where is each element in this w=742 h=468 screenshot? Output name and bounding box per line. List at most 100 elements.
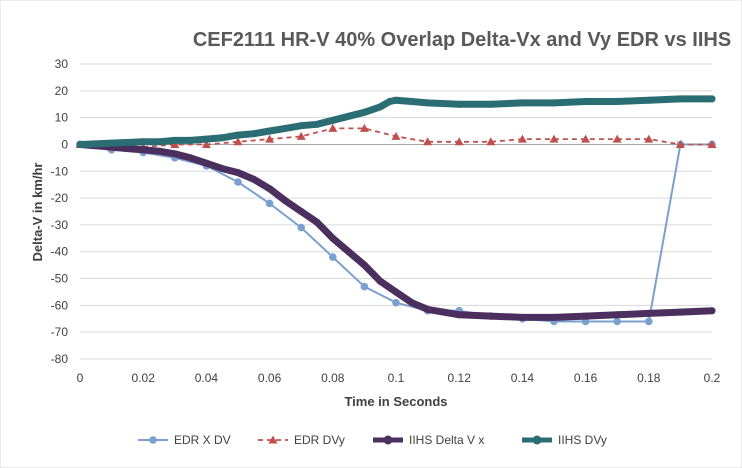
data-point (345, 248, 353, 256)
data-point (265, 134, 275, 143)
data-point (360, 261, 368, 269)
data-point (645, 317, 653, 326)
data-point (392, 298, 400, 307)
data-point (329, 253, 337, 261)
data-point (645, 309, 653, 317)
series-group (75, 95, 717, 326)
data-point (297, 208, 305, 215)
data-point (644, 134, 654, 143)
data-point (613, 98, 621, 106)
y-tick-label: 20 (55, 84, 69, 98)
data-point (234, 178, 242, 186)
data-point (297, 223, 306, 232)
data-point (313, 218, 321, 226)
data-point (202, 135, 210, 143)
y-tick-label: 10 (55, 111, 69, 125)
data-point (329, 116, 337, 124)
x-tick-label: 0 (77, 371, 84, 385)
data-point (218, 134, 226, 142)
data-point (676, 95, 684, 103)
data-point (408, 98, 416, 106)
data-point (376, 103, 384, 111)
data-point (108, 139, 116, 147)
data-point (297, 122, 305, 130)
data-point (171, 150, 179, 158)
data-point (581, 134, 591, 143)
data-point (250, 130, 258, 138)
x-tick-label: 0.02 (132, 371, 156, 385)
data-point (391, 131, 401, 140)
legend-marker (383, 435, 393, 445)
x-tick-label: 0.1 (388, 371, 405, 385)
data-point (486, 137, 496, 146)
x-tick-label: 0.14 (511, 371, 535, 385)
y-tick-label: -60 (51, 298, 69, 312)
chart-title: CEF2111 HR-V 40% Overlap Delta-Vx and Vy… (193, 29, 731, 51)
data-point (155, 147, 163, 155)
y-tick-label: -70 (51, 325, 69, 339)
data-point (170, 139, 180, 148)
legend-label: IIHS DVy (558, 433, 607, 447)
data-point (455, 100, 463, 108)
data-point (265, 199, 274, 208)
data-point (328, 123, 338, 132)
data-point (518, 313, 526, 321)
data-point (281, 197, 289, 205)
data-point (360, 282, 369, 291)
legend-item: EDR DVy (258, 433, 345, 447)
legend-marker (268, 435, 278, 444)
data-point (234, 169, 242, 177)
data-point (708, 95, 716, 103)
x-axis-title: Time in Seconds (344, 394, 447, 409)
data-point (613, 311, 621, 319)
data-point (218, 165, 226, 173)
legend-item: EDR X DV (138, 433, 231, 447)
data-point (550, 99, 558, 107)
data-point (408, 299, 416, 307)
legend-label: EDR DVy (294, 433, 345, 447)
legend-label: EDR X DV (174, 433, 231, 447)
y-tick-label: 0 (61, 137, 68, 151)
data-point (155, 138, 163, 146)
x-tick-label: 0.16 (574, 371, 598, 385)
y-tick-label: -40 (51, 245, 69, 259)
data-point (424, 305, 432, 313)
y-tick-label: -80 (51, 352, 69, 366)
data-point (582, 98, 590, 106)
series-iihs-dvy (76, 95, 716, 148)
data-point (329, 234, 337, 242)
legend-label: IIHS Delta V x (409, 433, 484, 447)
data-point (707, 139, 717, 148)
legend-item: IIHS DVy (522, 433, 607, 447)
y-axis-title: Delta-V in km/hr (30, 163, 45, 262)
data-point (645, 96, 653, 104)
legend-marker (149, 436, 157, 444)
legend: EDR X DV EDR DVy IIHS Delta V x IIHS DVy (138, 433, 607, 447)
data-point (266, 127, 274, 135)
data-point (549, 134, 559, 143)
data-point (187, 154, 195, 162)
data-point (550, 313, 558, 321)
legend-marker (532, 435, 542, 445)
data-point (187, 136, 195, 144)
data-point (281, 124, 289, 132)
x-tick-label: 0.12 (448, 371, 472, 385)
data-point (518, 99, 526, 107)
data-point (296, 131, 306, 140)
data-point (439, 308, 447, 316)
x-tick-label: 0.08 (321, 371, 345, 385)
data-point (266, 185, 274, 193)
data-point (455, 311, 463, 319)
data-point (250, 175, 258, 183)
data-point (392, 288, 400, 296)
legend-item: IIHS Delta V x (373, 433, 484, 447)
data-point (123, 144, 131, 152)
data-point (376, 277, 384, 285)
data-point (423, 137, 433, 146)
y-tick-label: 30 (55, 57, 69, 71)
data-point (676, 308, 684, 316)
data-point (201, 139, 211, 148)
data-point (517, 134, 527, 143)
